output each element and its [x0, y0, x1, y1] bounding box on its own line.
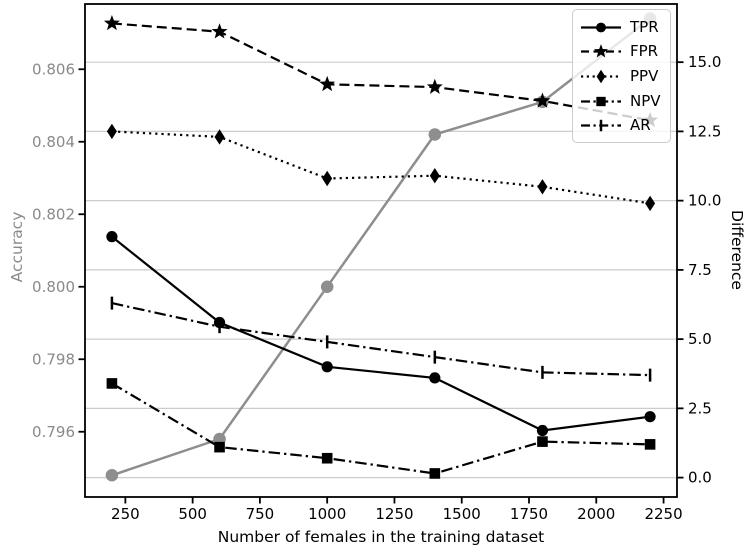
right-y-tick-label: 0.0 [688, 469, 712, 487]
x-axis-title: Number of females in the training datase… [217, 528, 545, 546]
gridlines [85, 61, 677, 479]
series-ppv [106, 123, 656, 212]
right-axis-title: Difference [728, 210, 746, 290]
legend-item-ar: AR [580, 113, 670, 138]
left-y-tick-label: 0.806 [32, 60, 75, 78]
legend-label: TPR [630, 17, 659, 36]
legend-item-tpr: TPR [580, 15, 670, 40]
legend-item-npv: NPV [580, 89, 670, 114]
right-y-tick-label: 2.5 [688, 399, 712, 417]
left-y-tick-label: 0.798 [32, 350, 75, 368]
x-tick-label: 250 [111, 505, 140, 523]
x-tick-label: 750 [246, 505, 275, 523]
legend-sample-solid-circle [581, 22, 621, 33]
x-tick-label: 2000 [577, 505, 615, 523]
legend-label: PPV [630, 66, 659, 85]
right-y-tick-label: 10.0 [688, 192, 721, 210]
legend: TPR FPR PPV NPV AR [572, 9, 671, 143]
left-y-tick-label: 0.796 [32, 423, 75, 441]
legend-label: NPV [630, 91, 661, 110]
ticks: 250 500 750 1000 1250 1500 1750 2000 2250 0.796 0.… [32, 53, 721, 523]
legend-label: AR [630, 116, 651, 135]
plot-border [84, 3, 678, 498]
right-y-tick-label: 7.5 [688, 261, 712, 279]
x-tick-label: 1750 [510, 505, 548, 523]
left-y-tick-label: 0.800 [32, 278, 75, 296]
series-tpr [106, 231, 656, 437]
right-y-tick-label: 15.0 [688, 53, 721, 71]
legend-sample-dashdot-vline [581, 119, 621, 132]
legend-item-fpr: FPR [580, 40, 670, 65]
series-ar [110, 296, 652, 382]
x-tick-label: 1000 [308, 505, 346, 523]
right-y-tick-label: 5.0 [688, 330, 712, 348]
x-tick-label: 1250 [375, 505, 413, 523]
left-axis-title: Accuracy [8, 211, 26, 283]
legend-sample-dashdot-square [581, 96, 621, 106]
left-y-tick-label: 0.802 [32, 205, 75, 223]
left-y-tick-label: 0.804 [32, 133, 75, 151]
right-y-tick-label: 12.5 [688, 122, 721, 140]
legend-sample-dotted-diamond [581, 69, 621, 84]
legend-label: FPR [630, 42, 659, 61]
x-tick-label: 2250 [644, 505, 682, 523]
x-tick-label: 500 [178, 505, 207, 523]
x-tick-label: 1500 [443, 505, 481, 523]
legend-sample-dashed-star [581, 44, 621, 58]
series-npv [106, 378, 656, 479]
legend-item-ppv: PPV [580, 64, 670, 89]
